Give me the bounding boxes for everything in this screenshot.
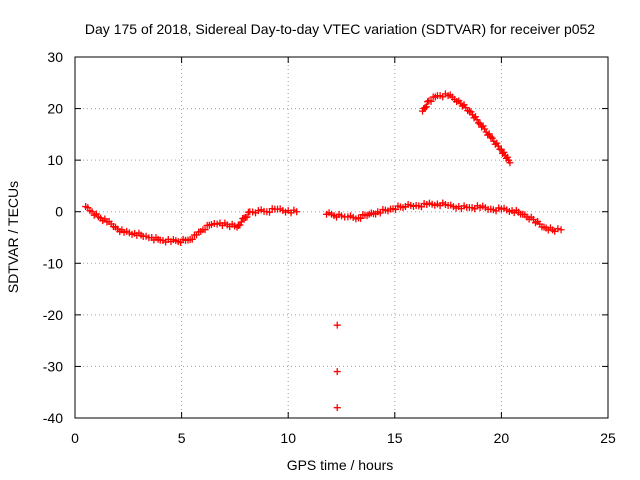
data-point [467,108,475,116]
data-point [88,208,96,216]
y-tick-label: -30 [43,358,63,374]
outlier-point [333,368,341,376]
y-tick-label: 20 [47,101,63,117]
data-point [243,213,251,221]
x-axis-label: GPS time / hours [287,457,394,473]
y-tick-label: 30 [47,49,63,65]
plot-frame [74,56,609,419]
x-tick-label: 25 [600,430,616,446]
data-point [266,208,274,216]
data-point [494,142,502,150]
data-point [421,104,429,112]
data-points [82,90,565,412]
data-point [500,148,508,156]
outlier-point [333,404,341,412]
y-tick-label: -20 [43,307,63,323]
data-point [493,139,501,147]
y-tick-label: 0 [55,204,63,220]
data-point [485,130,493,138]
x-tick-label: 0 [71,430,79,446]
x-tick-label: 20 [494,430,510,446]
data-point [422,103,430,111]
data-point [503,153,511,161]
y-tick-label: -40 [43,410,63,426]
data-point [506,159,514,167]
data-point [201,226,209,234]
data-point [488,134,496,142]
data-point [481,125,489,133]
x-tick-label: 5 [178,430,186,446]
data-point [473,116,481,124]
y-axis-label: SDTVAR / TECUs [5,181,21,293]
chart-title: Day 175 of 2018, Sidereal Day-to-day VTE… [85,21,595,37]
data-point [237,218,245,226]
data-point [554,225,562,233]
data-point [376,209,384,217]
data-point [357,214,365,222]
data-point [188,235,196,243]
data-point [479,122,487,130]
axis-ticks: 0 5 10 15 20 25 -40 -30 -20 -10 0 10 20 30 [43,49,616,446]
data-point [472,113,480,121]
data-point [487,133,495,141]
x-tick-label: 15 [387,430,403,446]
data-point [338,212,345,220]
outlier-point [333,321,341,329]
y-tick-label: 10 [47,152,63,168]
data-point [293,208,301,216]
y-tick-label: -10 [43,255,63,271]
data-point [475,119,483,127]
data-point [427,97,435,105]
x-tick-label: 10 [280,430,296,446]
data-point [557,226,565,234]
